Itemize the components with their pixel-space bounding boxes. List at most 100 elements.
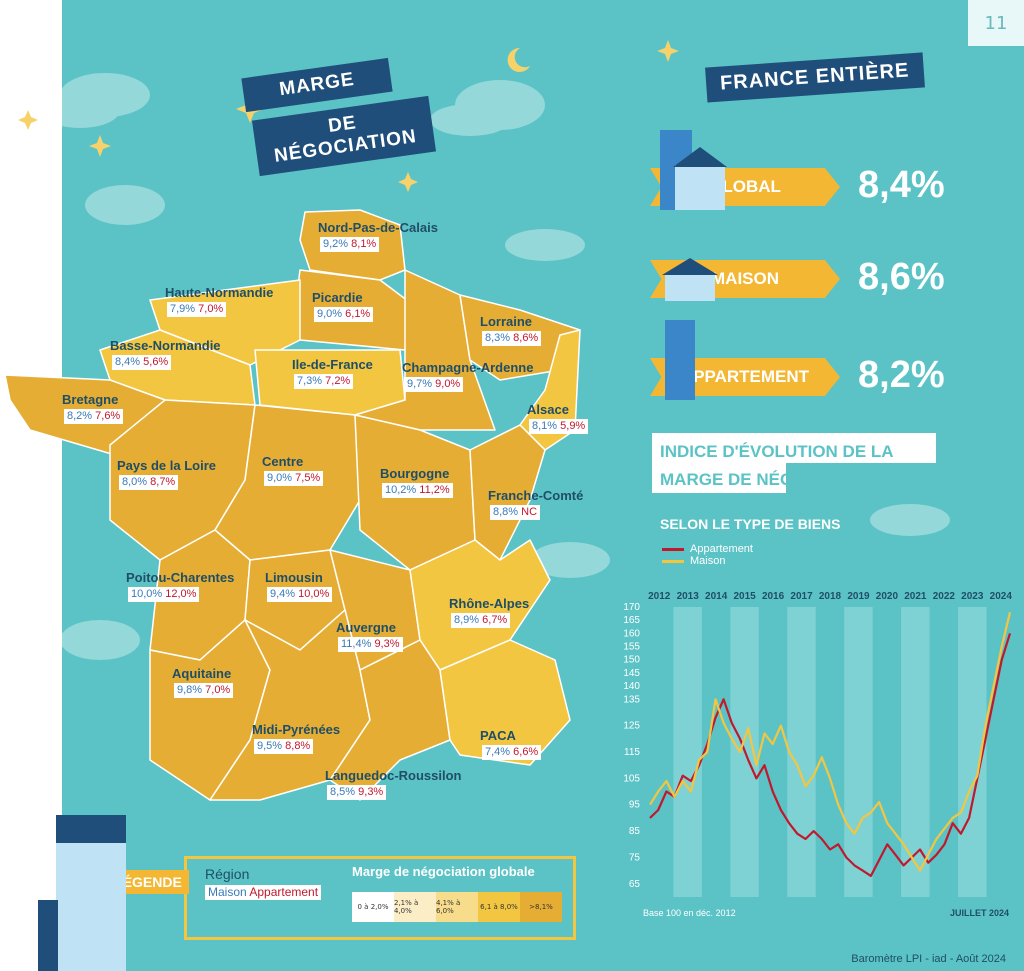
- x-tick-label: 2023: [961, 591, 984, 602]
- chart-legend: Appartement Maison: [662, 543, 753, 567]
- region-maison-value: 9,4%: [270, 588, 296, 600]
- y-tick-label: 150: [623, 655, 640, 666]
- region-values: 7,4% 6,6%: [482, 745, 542, 760]
- moon-icon: [507, 47, 530, 72]
- page-number: 11: [968, 0, 1024, 46]
- left-margin: [0, 0, 62, 971]
- chart-title-bg-2: [652, 463, 786, 493]
- x-tick-label: 2015: [733, 591, 756, 602]
- scale-title: Marge de négociation globale: [352, 864, 535, 879]
- legend-maison-swatch: [662, 559, 684, 563]
- appartement-label: APPARTEMENT: [680, 367, 810, 386]
- y-tick-label: 105: [623, 773, 640, 784]
- region-appartement-value: 8,1%: [351, 238, 377, 250]
- region-appartement-value: 10,0%: [298, 588, 330, 600]
- region-values: 8,9% 6,7%: [451, 613, 511, 628]
- region-name: Franche-Comté: [488, 488, 584, 503]
- y-tick-label: 125: [623, 721, 640, 732]
- region-maison-value: 8,3%: [485, 332, 511, 344]
- x-tick-label: 2012: [648, 591, 671, 602]
- region-languedoc: [329, 639, 451, 801]
- region-values: 8,2% 7,6%: [64, 409, 124, 424]
- region-values: 11,4% 9,3%: [338, 637, 403, 652]
- region-appartement-value: 7,5%: [295, 472, 321, 484]
- region-appartement-value: 8,7%: [150, 476, 176, 488]
- scale-3: 6,1 à 8,0%: [478, 892, 520, 922]
- chart-subtitle: SELON LE TYPE DE BIENS: [660, 516, 841, 532]
- y-tick-label: 65: [629, 879, 641, 890]
- region-appartement-value: 12,0%: [165, 588, 197, 600]
- legend-appartement: Appartement: [662, 543, 753, 555]
- maison-value: 8,6%: [858, 256, 945, 298]
- legend-values: Maison Appartement: [205, 885, 322, 900]
- series-line-maison: [649, 612, 1012, 872]
- map-legend: [184, 856, 576, 940]
- y-tick-label: 155: [623, 642, 640, 653]
- year-band: [645, 607, 674, 897]
- building-icon: [660, 130, 727, 210]
- x-tick-label: 2021: [904, 591, 927, 602]
- house-icon: [662, 258, 718, 301]
- region-maison-value: 9,5%: [257, 740, 283, 752]
- region-maison-value: 11,4%: [341, 638, 372, 650]
- region-appartement-value: 6,6%: [513, 746, 539, 758]
- region-name: Lorraine: [480, 314, 533, 329]
- region-values: 9,2% 8,1%: [320, 237, 380, 252]
- x-tick-label: 2017: [790, 591, 813, 602]
- global-label: GLOBAL: [709, 177, 781, 196]
- global-value: 8,4%: [858, 164, 945, 206]
- year-band: [929, 607, 959, 897]
- region-appartement-value: 7,0%: [198, 303, 224, 315]
- line-chart: 2012 2013 2014 2015 2016 2017 2018 2019 2020 2021…: [623, 591, 1015, 897]
- chart-note: Base 100 en déc. 2012: [643, 908, 736, 918]
- region-name: Auvergne: [336, 620, 396, 635]
- region-maison-value: 9,7%: [407, 378, 433, 390]
- region-name: Aquitaine: [172, 666, 232, 681]
- region-values: 7,3% 7,2%: [294, 374, 354, 389]
- region-name: PACA: [480, 728, 516, 743]
- region-values: 8,0% 8,7%: [119, 475, 179, 490]
- region-name: Limousin: [265, 570, 323, 585]
- legend-region: Région: [205, 866, 250, 882]
- region-values: 9,4% 10,0%: [267, 587, 333, 602]
- region-maison-value: 8,2%: [67, 410, 93, 422]
- region-maison-value: 8,8%: [493, 506, 519, 518]
- region-name: Poitou-Charentes: [126, 570, 235, 585]
- region-values: 8,8% NC: [490, 505, 541, 520]
- region-values: 8,4% 5,6%: [112, 355, 172, 370]
- appartement-value: 8,2%: [858, 354, 945, 396]
- region-name: Alsace: [527, 402, 569, 417]
- region-name: Pays de la Loire: [117, 458, 216, 473]
- region-paca: [439, 639, 571, 766]
- region-name: Rhône-Alpes: [449, 596, 530, 611]
- region-maison-value: 8,1%: [532, 420, 558, 432]
- maison-label: MAISON: [711, 269, 779, 288]
- region-values: 10,0% 12,0%: [128, 587, 200, 602]
- x-tick-label: 2014: [705, 591, 728, 602]
- x-tick-label: 2022: [933, 591, 956, 602]
- region-appartement-value: NC: [521, 506, 538, 518]
- legend-maison-text: Maison: [208, 885, 247, 899]
- region-appartement-value: 7,2%: [325, 375, 351, 387]
- region-maison-value: 9,0%: [317, 308, 343, 320]
- region-name: Midi-Pyrénées: [252, 722, 341, 737]
- region-maison-value: 10,2%: [385, 484, 417, 496]
- region-appartement-value: 5,9%: [560, 420, 586, 432]
- y-tick-label: 145: [623, 668, 640, 679]
- region-name: Picardie: [312, 290, 363, 305]
- region-maison-value: 8,5%: [330, 786, 356, 798]
- region-appartement-value: 9,3%: [358, 786, 384, 798]
- region-appartement-value: 8,8%: [285, 740, 311, 752]
- region-appartement-value: 6,1%: [345, 308, 371, 320]
- x-tick-label: 2024: [990, 591, 1013, 602]
- y-tick-label: 95: [629, 800, 641, 811]
- y-tick-label: 140: [623, 681, 640, 692]
- x-tick-label: 2013: [677, 591, 700, 602]
- region-maison-value: 9,0%: [267, 472, 293, 484]
- region-maison-value: 9,8%: [177, 684, 203, 696]
- region-maison-value: 7,3%: [297, 375, 323, 387]
- year-band: [787, 607, 816, 897]
- year-band: [815, 607, 845, 897]
- tower-icon: [38, 815, 126, 971]
